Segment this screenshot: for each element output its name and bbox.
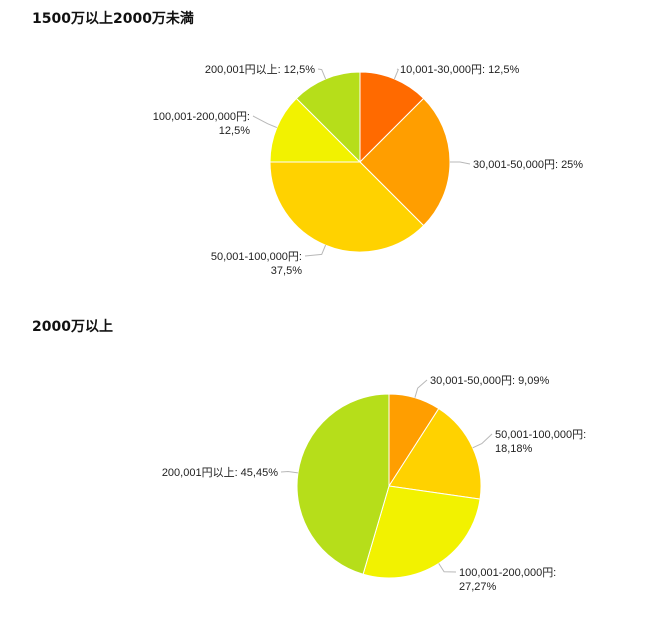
chart-2-label-1: 30,001-50,000円: 9,09% (430, 375, 549, 387)
chart-2-label-4: 200,001円以上: 45,45% (162, 466, 278, 479)
chart-1-slice-5 (295, 71, 361, 164)
chart-1-label-1: 10,001-30,000円: 12,5% (400, 64, 519, 76)
chart-1-leader-1 (393, 68, 399, 80)
chart-1-slice-4 (269, 97, 362, 163)
chart-1-leader-2 (450, 161, 471, 165)
chart-2-slice-2 (388, 407, 482, 500)
chart-2-label-2: 50,001-100,000円: 18,18% (495, 429, 586, 455)
chart-2-leader-2 (472, 433, 493, 449)
chart-1-slice-1 (359, 71, 425, 164)
chart-1-leader-3 (304, 244, 327, 257)
chart-1-label-2: 30,001-50,000円: 25% (473, 159, 583, 171)
chart-1-leader-4 (252, 115, 278, 129)
chart-2-leader-4 (280, 470, 298, 474)
chart-2-slice-4 (296, 393, 390, 575)
chart-2-title: 2000万以上 (32, 319, 113, 335)
chart-1-label-4: 100,001-200,000円: 12,5% (153, 111, 250, 137)
chart-2-label-3: 100,001-200,000円: 27,27% (459, 567, 556, 593)
chart-1-label-3: 50,001-100,000円: 37,5% (211, 251, 302, 277)
chart-1-title: 1500万以上2000万未満 (32, 11, 194, 27)
chart-2-leader-1 (414, 379, 428, 398)
chart-1-slice-3 (269, 161, 425, 253)
chart-1-leader-5 (317, 68, 327, 80)
chart-1-label-5: 200,001円以上: 12,5% (205, 63, 315, 76)
chart-2-leader-3 (438, 563, 457, 573)
